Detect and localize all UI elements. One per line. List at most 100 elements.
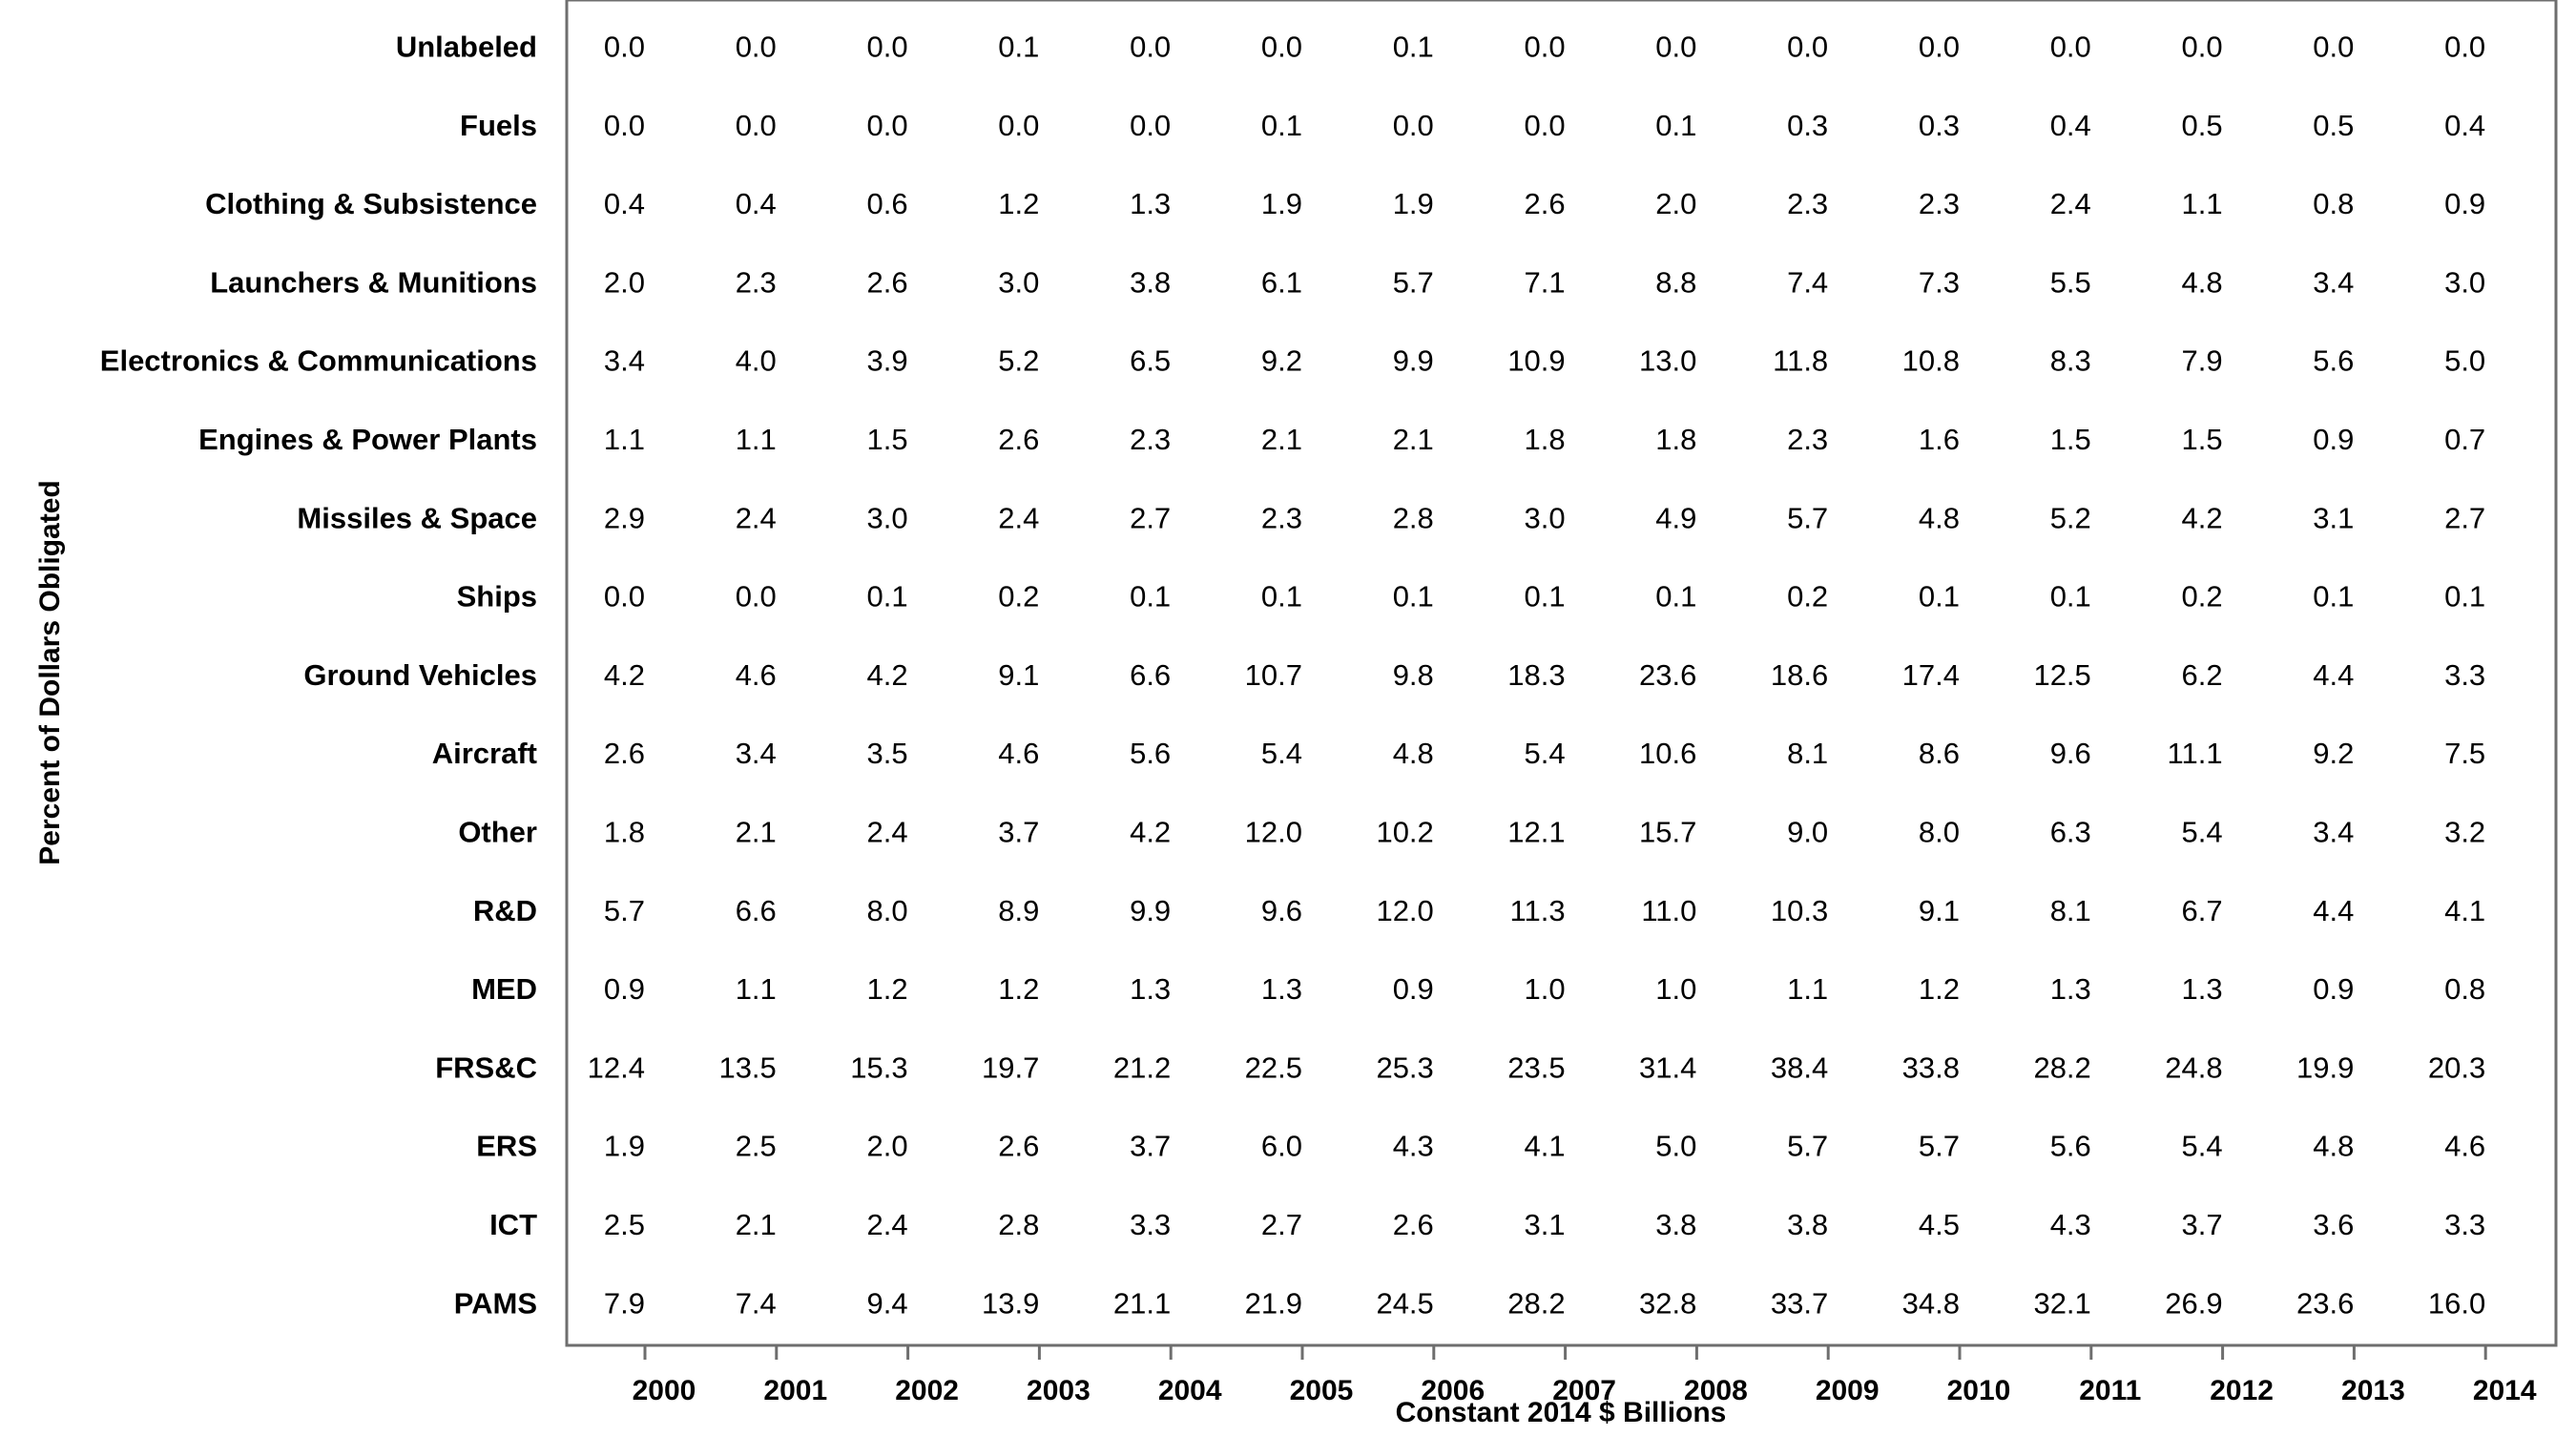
- row-label: Other: [458, 816, 537, 849]
- table-cell: 0.0: [998, 109, 1039, 142]
- table-cell: 6.1: [1261, 265, 1302, 299]
- table-cell: 26.9: [2165, 1286, 2222, 1320]
- table-cell: 0.1: [1524, 580, 1565, 614]
- table-cell: 9.4: [866, 1286, 907, 1320]
- x-axis-ticks: [643, 1345, 2487, 1360]
- table-cell: 9.1: [998, 658, 1039, 692]
- table-cell: 0.1: [1655, 109, 1696, 142]
- table-cell: 4.2: [1130, 816, 1171, 849]
- table-cell: 1.1: [2181, 187, 2222, 220]
- table-cell: 8.1: [1787, 737, 1828, 770]
- table-cell: 22.5: [1245, 1051, 1302, 1084]
- table-cell: 0.1: [1393, 580, 1434, 614]
- table-cell: 2.6: [998, 423, 1039, 456]
- table-cell: 2.8: [1393, 501, 1434, 534]
- table-cell: 25.3: [1376, 1051, 1433, 1084]
- table-cell: 0.4: [2444, 109, 2485, 142]
- table-cell: 2.6: [1393, 1208, 1434, 1241]
- table-cell: 19.7: [982, 1051, 1039, 1084]
- table-cell: 4.8: [2313, 1130, 2354, 1163]
- table-cell: 0.4: [604, 187, 645, 220]
- row-labels: Unlabeled Fuels Clothing & Subsistence Laun…: [100, 31, 537, 1321]
- table-cell: 3.4: [736, 737, 777, 770]
- table-cell: 0.5: [2181, 109, 2222, 142]
- row-label: Missiles & Space: [297, 501, 537, 534]
- table-cell: 2.3: [1919, 187, 1960, 220]
- row-label: R&D: [473, 894, 537, 927]
- table-cell: 12.0: [1376, 894, 1433, 927]
- table-cell: 0.9: [2313, 423, 2354, 456]
- row-label: ICT: [489, 1208, 537, 1241]
- row-label: FRS&C: [435, 1051, 537, 1084]
- table-cell: 0.9: [604, 972, 645, 1006]
- table-cell: 0.0: [1524, 109, 1565, 142]
- table-cell: 4.1: [1524, 1130, 1565, 1163]
- table-cell: 4.9: [1655, 501, 1696, 534]
- table-cell: 0.9: [2313, 972, 2354, 1006]
- row-label: MED: [471, 972, 537, 1006]
- table-cell: 3.8: [1130, 265, 1171, 299]
- table-cell: 2.1: [1261, 423, 1302, 456]
- table-cell: 1.8: [604, 816, 645, 849]
- table-cell: 11.1: [2168, 737, 2223, 770]
- table-cell: 10.7: [1245, 658, 1302, 692]
- table-cell: 9.8: [1393, 658, 1434, 692]
- table-cell: 4.8: [1393, 737, 1434, 770]
- table-cell: 3.1: [1524, 1208, 1565, 1241]
- table-cell: 3.1: [2313, 501, 2354, 534]
- row-label: Electronics & Communications: [100, 344, 537, 378]
- table-cell: 0.2: [1787, 580, 1828, 614]
- table-cell: 3.0: [1524, 501, 1565, 534]
- table-cell: 4.6: [2444, 1130, 2485, 1163]
- table-cell: 0.3: [1787, 109, 1828, 142]
- table-cell: 9.6: [2050, 737, 2091, 770]
- table-cell: 1.0: [1655, 972, 1696, 1006]
- table-cell: 8.0: [1919, 816, 1960, 849]
- table-cell: 3.0: [866, 501, 907, 534]
- table-cell: 38.4: [1771, 1051, 1828, 1084]
- table-cell: 5.7: [1393, 265, 1434, 299]
- table-cell: 0.0: [1787, 31, 1828, 64]
- x-axis-title: Constant 2014 $ Billions: [1396, 1397, 1727, 1428]
- table-cell: 6.6: [736, 894, 777, 927]
- table-cell: 3.5: [866, 737, 907, 770]
- table-cell: 1.1: [604, 423, 645, 456]
- table-cell: 4.6: [736, 658, 777, 692]
- table-cell: 5.7: [1919, 1130, 1960, 1163]
- table-cell: 6.3: [2050, 816, 2091, 849]
- row-label: Ships: [457, 580, 537, 614]
- table-cell: 6.2: [2181, 658, 2222, 692]
- table-cell: 0.1: [866, 580, 907, 614]
- table-cell: 2.4: [736, 501, 777, 534]
- table-cell: 5.0: [2444, 344, 2485, 378]
- table-cell: 3.0: [998, 265, 1039, 299]
- table-cell: 7.9: [604, 1286, 645, 1320]
- table-cell: 9.9: [1130, 894, 1171, 927]
- table-cell: 2.7: [1261, 1208, 1302, 1241]
- table-cell: 0.0: [2313, 31, 2354, 64]
- table-cell: 2.3: [1130, 423, 1171, 456]
- table-cell: 4.0: [736, 344, 777, 378]
- table-cell: 4.4: [2313, 894, 2354, 927]
- table-cell: 0.0: [866, 109, 907, 142]
- table-cell: 7.4: [1787, 265, 1828, 299]
- table-cell: 11.8: [1773, 344, 1828, 378]
- x-tick-label: 2004: [1158, 1375, 1222, 1406]
- x-tick-label: 2010: [1947, 1375, 2011, 1406]
- table-cell: 0.8: [2444, 972, 2485, 1006]
- table-cell: 9.2: [2313, 737, 2354, 770]
- table-cell: 1.5: [866, 423, 907, 456]
- table-cell: 5.7: [1787, 1130, 1828, 1163]
- table-cell: 5.6: [2050, 1130, 2091, 1163]
- x-axis-tick-labels: 2000 2001 2002 2003 2004 2005 2006 2007 2008 2009…: [633, 1375, 2537, 1406]
- table-cell: 7.5: [2444, 737, 2485, 770]
- row-label: Clothing & Subsistence: [205, 187, 537, 220]
- table-cell: 8.9: [998, 894, 1039, 927]
- table-cell: 1.3: [1130, 187, 1171, 220]
- table-cell: 10.6: [1639, 737, 1696, 770]
- table-cell: 1.1: [736, 972, 777, 1006]
- table-cell: 16.0: [2428, 1286, 2485, 1320]
- table-cell: 12.0: [1245, 816, 1302, 849]
- table-cell: 0.1: [2444, 580, 2485, 614]
